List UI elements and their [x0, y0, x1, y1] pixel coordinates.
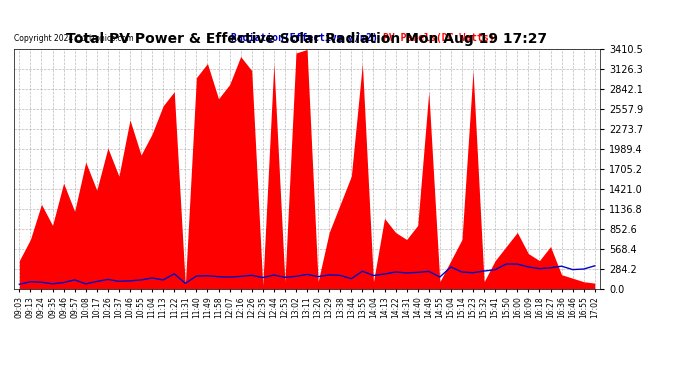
- Title: Total PV Power & Effective Solar Radiation Mon Aug 19 17:27: Total PV Power & Effective Solar Radiati…: [66, 32, 548, 46]
- Text: PV Panels(DC Watts): PV Panels(DC Watts): [384, 33, 495, 43]
- Text: Copyright 2024 Curtronics.com: Copyright 2024 Curtronics.com: [14, 34, 133, 43]
- Text: Radiation(Effective w/m2): Radiation(Effective w/m2): [230, 33, 377, 43]
